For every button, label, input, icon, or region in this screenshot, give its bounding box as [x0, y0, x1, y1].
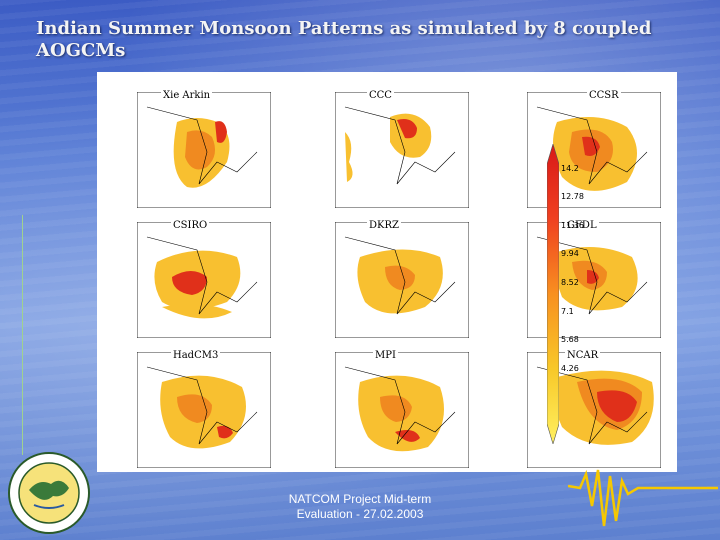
decorative-line — [22, 215, 23, 455]
map-dkrz: DKRZ — [335, 220, 469, 338]
colorbar-tick: 12.78 — [561, 192, 584, 201]
colorbar-tick: 7.1 — [561, 307, 574, 316]
footer-line-2: Evaluation - 27.02.2003 — [296, 507, 424, 521]
colorbar-tick: 14.2 — [561, 164, 579, 173]
map-label-csiro: CSIRO — [171, 220, 210, 231]
map-mpi: MPI — [335, 350, 469, 468]
slide-title: Indian Summer Monsoon Patterns as simula… — [36, 18, 652, 61]
colorbar-tick: 8.52 — [561, 278, 579, 287]
map-label-obs: Xie Arkin — [161, 90, 213, 101]
seismic-wave-icon — [568, 469, 718, 527]
colorbar-tick: 11.36 — [561, 221, 584, 230]
figure-panel: Xie Arkin CCC CCSR CSIRO — [97, 72, 677, 472]
map-hadcm3: HadCM3 — [137, 350, 271, 468]
map-label-ncar: NCAR — [565, 350, 601, 361]
map-csiro: CSIRO — [137, 220, 271, 338]
map-label-ccsr: CCSR — [587, 90, 621, 101]
map-label-ccc: CCC — [367, 90, 394, 101]
natcom-logo-icon — [8, 452, 90, 534]
map-ccc: CCC — [335, 90, 469, 208]
map-obs: Xie Arkin — [137, 90, 271, 208]
colorbar-tick: 5.68 — [561, 335, 579, 344]
map-label-hadcm3: HadCM3 — [171, 350, 221, 361]
colorbar-tick: 4.26 — [561, 364, 579, 373]
map-label-gfdl: GFDL — [565, 220, 599, 231]
map-label-dkrz: DKRZ — [367, 220, 401, 231]
colorbar — [547, 144, 559, 444]
colorbar-tick: 9.94 — [561, 249, 579, 258]
footer-text: NATCOM Project Mid-term Evaluation - 27.… — [270, 492, 450, 522]
map-label-mpi: MPI — [373, 350, 398, 361]
footer-line-1: NATCOM Project Mid-term — [288, 492, 432, 506]
